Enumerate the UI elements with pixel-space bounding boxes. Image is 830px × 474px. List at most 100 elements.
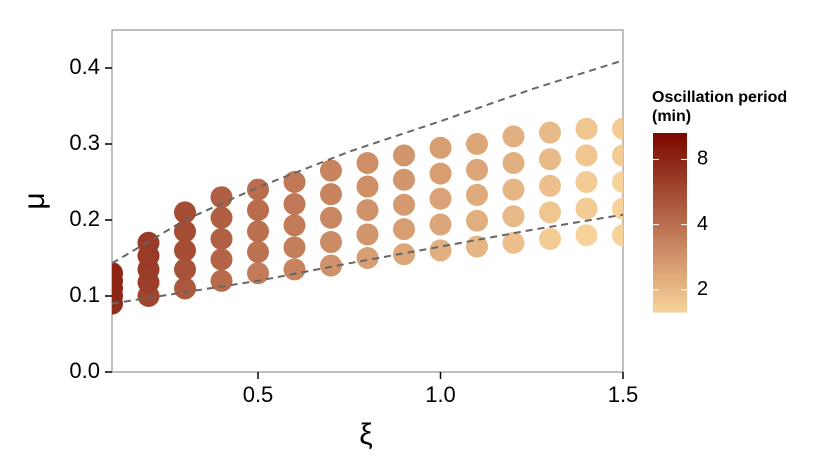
point xyxy=(429,187,452,210)
colorbar-step xyxy=(653,231,687,236)
colorbar-step xyxy=(653,249,687,253)
point xyxy=(539,201,561,224)
colorbar-step xyxy=(653,204,687,209)
colorbar-step xyxy=(653,180,687,185)
colorbar-step xyxy=(653,234,687,239)
colorbar-step xyxy=(653,171,687,176)
point xyxy=(356,175,379,198)
point xyxy=(112,262,123,285)
colorbar-label: 8 xyxy=(697,148,708,170)
colorbar-step xyxy=(653,282,687,286)
point xyxy=(247,199,269,222)
bound-line xyxy=(112,59,623,265)
x-tick-label: 0.5 xyxy=(243,382,274,407)
point xyxy=(174,258,196,281)
colorbar-step xyxy=(653,168,687,173)
point xyxy=(429,162,452,185)
colorbar-step xyxy=(653,183,687,188)
colorbar-step xyxy=(653,141,687,146)
y-tick-label: 0.1 xyxy=(69,282,100,307)
point xyxy=(174,220,196,243)
point xyxy=(393,193,415,216)
point xyxy=(466,158,488,181)
colorbar-step xyxy=(653,153,687,158)
point xyxy=(210,269,233,292)
y-axis-title: μ xyxy=(18,192,51,209)
y-tick-label: 0.2 xyxy=(69,206,100,231)
colorbar-step xyxy=(653,138,687,143)
colorbar-step xyxy=(653,270,687,274)
point xyxy=(283,236,306,259)
point xyxy=(283,214,306,237)
point xyxy=(320,206,342,229)
point xyxy=(356,247,379,269)
point xyxy=(429,136,452,159)
point xyxy=(502,152,525,174)
point xyxy=(393,218,415,241)
colorbar-step xyxy=(653,303,687,307)
point xyxy=(612,117,623,140)
point xyxy=(356,152,379,174)
colorbar-label: 4 xyxy=(697,213,708,235)
point xyxy=(283,193,306,216)
point xyxy=(502,125,525,148)
colorbar-step xyxy=(653,147,687,152)
point xyxy=(356,223,379,246)
x-tick-label: 1.5 xyxy=(608,382,639,407)
colorbar-step xyxy=(653,237,687,241)
colorbar-step xyxy=(653,201,687,206)
colorbar-step xyxy=(653,174,687,179)
colorbar-step xyxy=(653,135,687,140)
colorbar-step xyxy=(653,258,687,262)
colorbar-step xyxy=(653,133,687,137)
point xyxy=(575,224,598,247)
point xyxy=(502,178,525,201)
colorbar-step xyxy=(653,165,687,170)
colorbar-step xyxy=(653,177,687,182)
colorbar-step xyxy=(653,219,687,224)
colorbar-step xyxy=(653,294,687,298)
point xyxy=(320,183,342,206)
colorbar-step xyxy=(653,261,687,265)
point xyxy=(466,183,488,206)
colorbar-step xyxy=(653,222,687,227)
point xyxy=(612,197,623,220)
colorbar-step xyxy=(653,252,687,256)
point xyxy=(210,228,233,250)
colorbar-step xyxy=(653,285,687,289)
colorbar-step xyxy=(653,213,687,218)
point xyxy=(393,243,415,266)
point xyxy=(210,206,233,229)
point xyxy=(466,133,488,155)
colorbar-label: 2 xyxy=(697,278,708,300)
legend-title: Oscillation period (min) xyxy=(652,89,788,125)
colorbar-step xyxy=(653,159,687,164)
point xyxy=(539,121,561,144)
point xyxy=(283,258,306,281)
point xyxy=(612,171,623,193)
point xyxy=(502,205,525,228)
point xyxy=(612,224,623,247)
point xyxy=(247,178,269,201)
point xyxy=(210,186,233,209)
point xyxy=(247,240,269,263)
colorbar-step xyxy=(653,291,687,295)
colorbar-step xyxy=(653,246,687,250)
colorbar-step xyxy=(653,189,687,194)
colorbar-step xyxy=(653,150,687,155)
colorbar-step xyxy=(653,300,687,304)
bound-line xyxy=(112,213,623,305)
point xyxy=(539,174,561,197)
colorbar-step xyxy=(653,198,687,203)
point xyxy=(320,231,342,254)
point xyxy=(393,168,415,191)
colorbar-step xyxy=(653,306,687,310)
colorbar-step xyxy=(653,288,687,292)
colorbar-step xyxy=(653,255,687,259)
point xyxy=(612,144,623,167)
colorbar-step xyxy=(653,276,687,280)
y-tick-label: 0.3 xyxy=(69,130,100,155)
point xyxy=(575,117,598,140)
colorbar-step xyxy=(653,273,687,277)
